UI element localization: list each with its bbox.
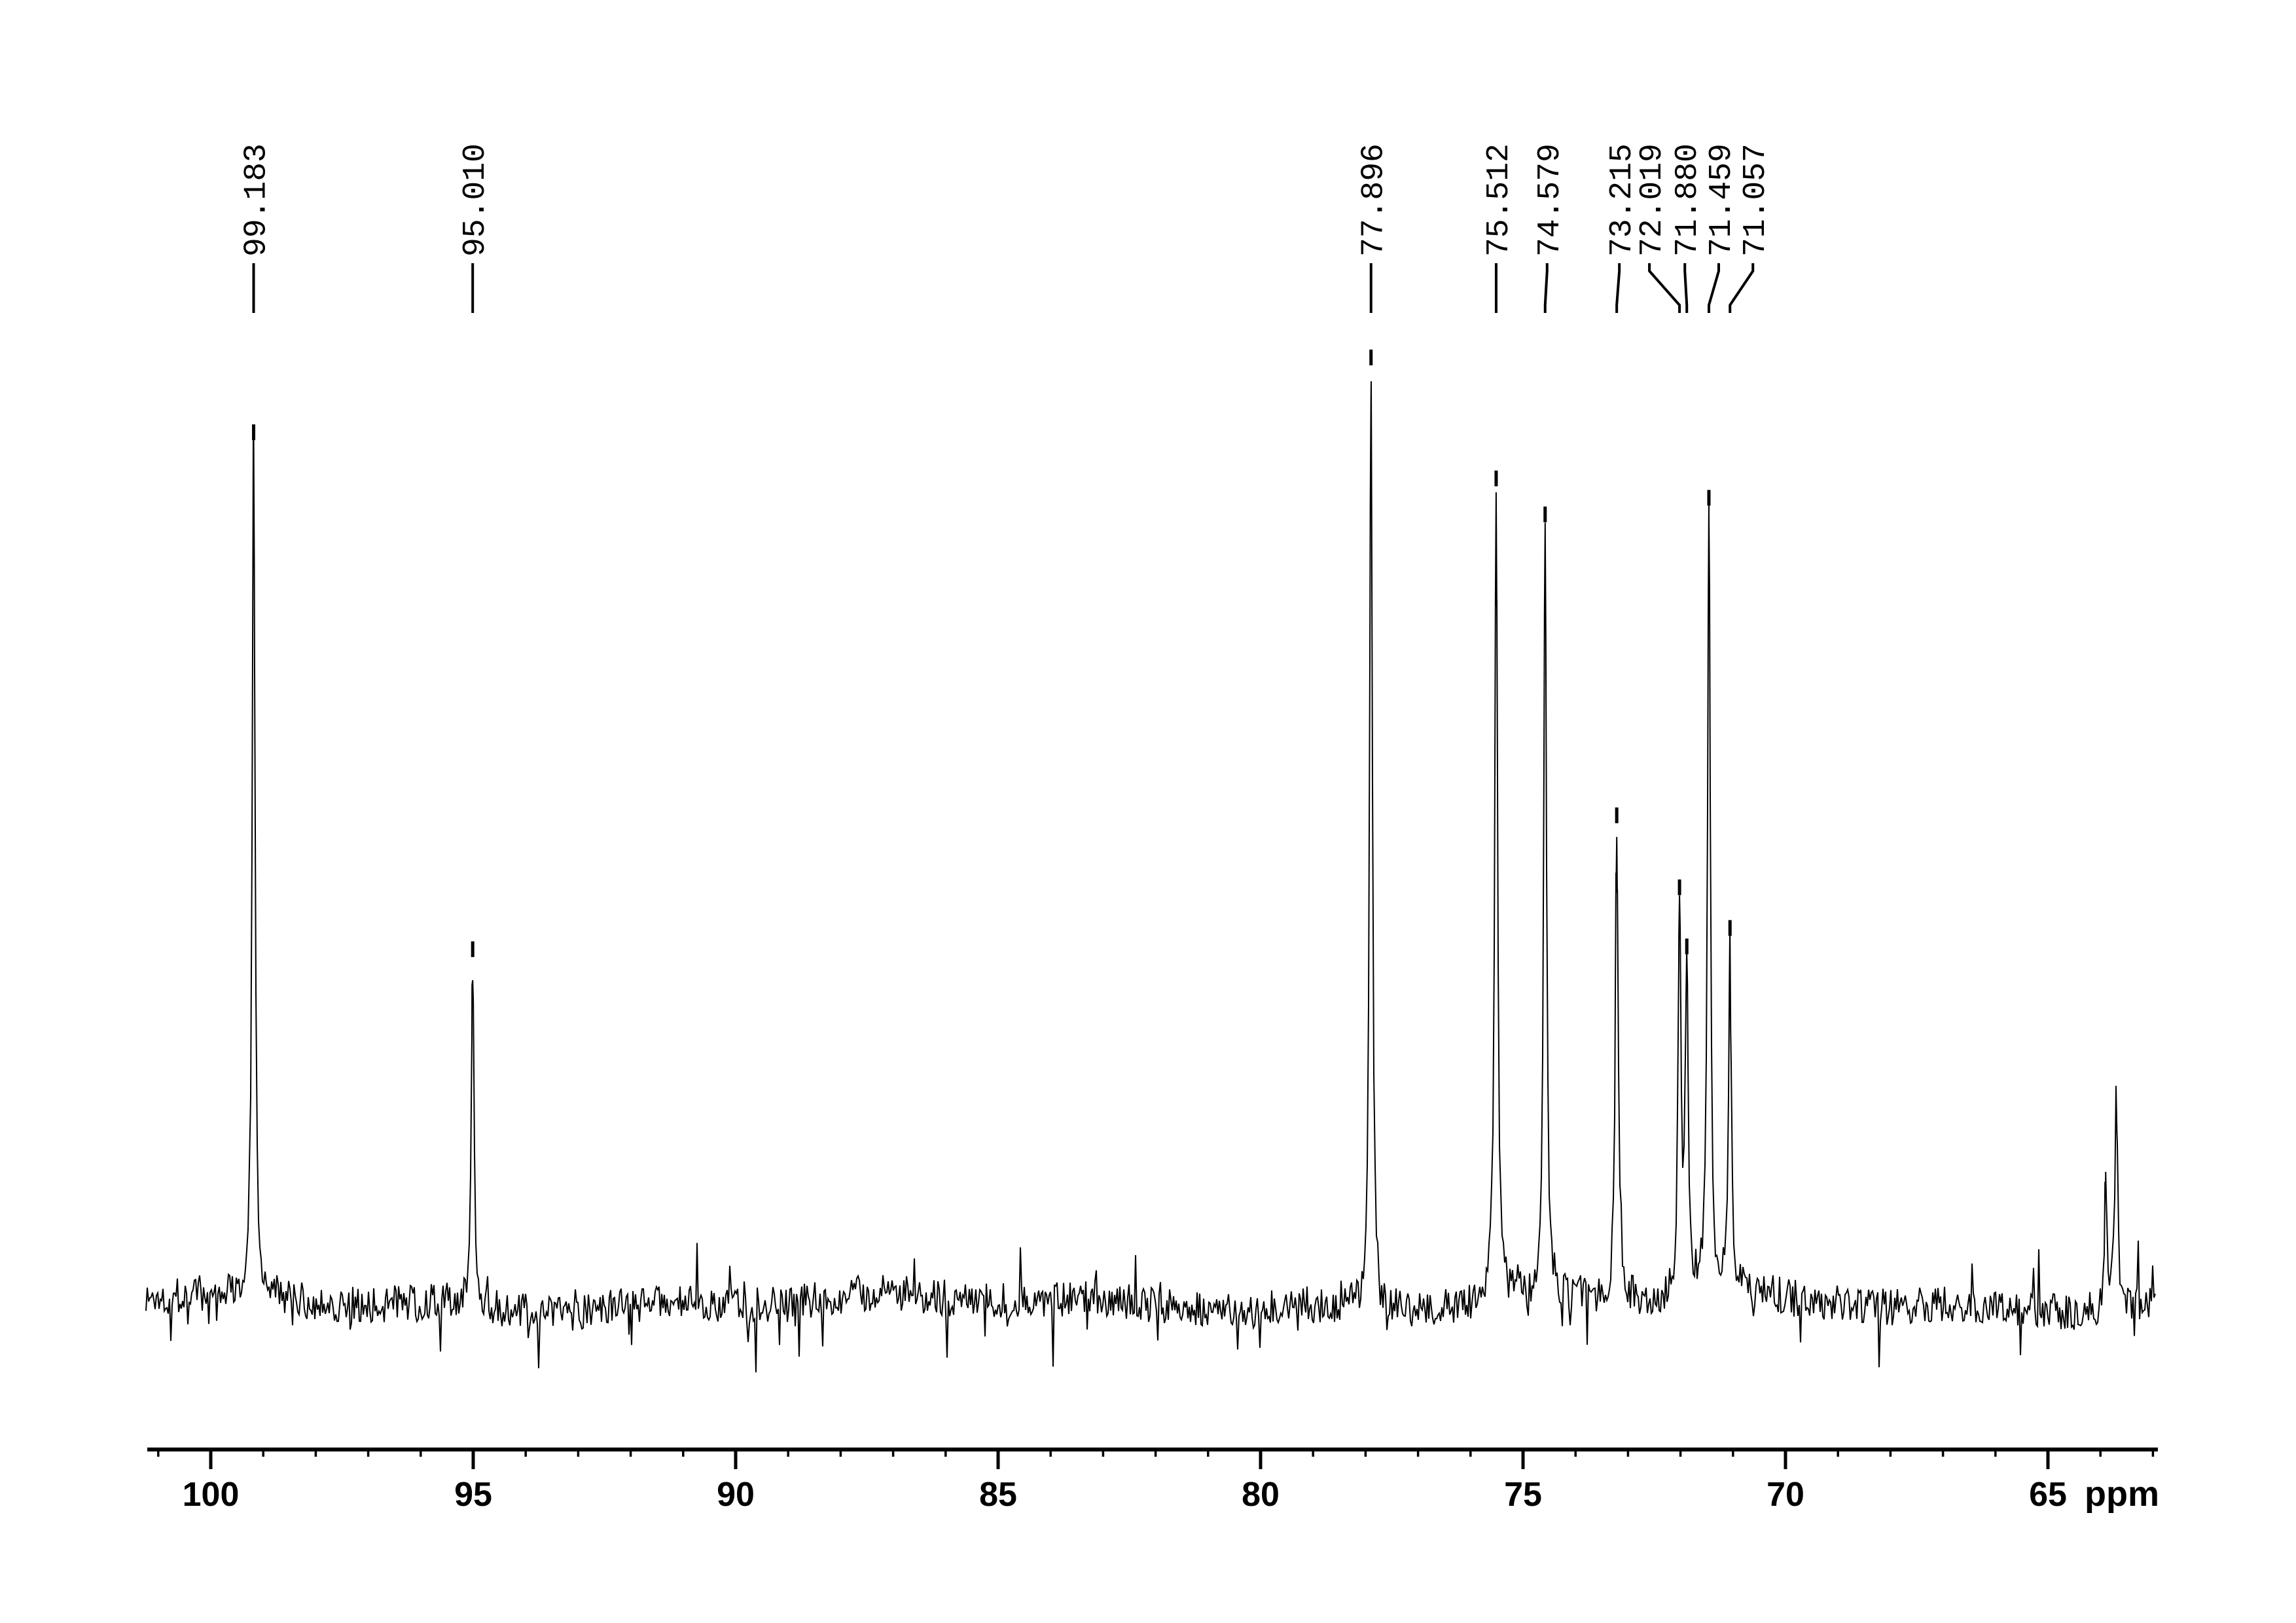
peak-label: 74.579 xyxy=(1533,143,1568,257)
x-axis-tick-label: 75 xyxy=(1504,1476,1542,1514)
x-axis-tick-label: 95 xyxy=(454,1476,492,1514)
peak-marker-tick xyxy=(1707,490,1711,506)
x-axis-major-tick xyxy=(209,1451,213,1469)
peak-label: 75.512 xyxy=(1482,143,1517,257)
peak-label: 77.896 xyxy=(1357,143,1392,257)
x-axis-major-tick xyxy=(996,1451,1000,1469)
x-axis-tick-label: 80 xyxy=(1242,1476,1280,1514)
x-axis-minor-tick xyxy=(2099,1451,2102,1457)
x-axis-minor-tick xyxy=(1312,1451,1314,1457)
x-axis-minor-tick xyxy=(1889,1451,1892,1457)
peak-marker-tick xyxy=(1543,506,1547,522)
x-axis-minor-tick xyxy=(1941,1451,1945,1457)
x-axis-tick-label: 100 xyxy=(183,1476,240,1514)
x-axis-minor-tick xyxy=(682,1451,685,1457)
peak-label-line xyxy=(1648,263,1681,313)
x-axis-tick-label: 90 xyxy=(717,1476,755,1514)
x-axis-minor-tick xyxy=(1416,1451,1420,1457)
peak-label: 71.459 xyxy=(1704,143,1740,257)
peak-label-line xyxy=(1543,263,1549,313)
spectrum-trace xyxy=(145,381,2156,1373)
x-axis-minor-tick xyxy=(1049,1451,1052,1457)
x-axis-minor-tick xyxy=(314,1451,317,1457)
x-axis-minor-tick xyxy=(839,1451,842,1457)
x-axis-minor-tick xyxy=(1207,1451,1210,1457)
x-axis-minor-tick xyxy=(787,1451,789,1457)
peak-marker-tick xyxy=(1677,879,1681,896)
x-axis-minor-tick xyxy=(1732,1451,1734,1457)
peak-label-line xyxy=(1615,263,1621,313)
x-axis-minor-tick xyxy=(1626,1451,1630,1457)
peak-label: 72.019 xyxy=(1635,143,1670,257)
peak-label-line xyxy=(1729,263,1755,313)
peak-marker-tick xyxy=(1728,920,1732,936)
x-axis-minor-tick xyxy=(1837,1451,1839,1457)
x-axis-minor-tick xyxy=(262,1451,264,1457)
x-axis-minor-tick xyxy=(891,1451,895,1457)
x-axis-major-tick xyxy=(734,1451,738,1469)
peak-label-line xyxy=(1683,263,1689,313)
peak-marker-tick xyxy=(252,424,256,441)
x-axis-major-tick xyxy=(471,1451,475,1469)
x-axis-minor-tick xyxy=(1994,1451,1997,1457)
peak-marker-tick xyxy=(1494,470,1498,486)
x-axis-minor-tick xyxy=(1364,1451,1367,1457)
x-axis-major-tick xyxy=(2046,1451,2050,1469)
x-axis-minor-tick xyxy=(629,1451,632,1457)
x-axis-minor-tick xyxy=(1469,1451,1472,1457)
x-axis-tick-label: 65 xyxy=(2029,1476,2067,1514)
x-axis-minor-tick xyxy=(1154,1451,1157,1457)
peak-label: 73.215 xyxy=(1605,143,1640,257)
x-axis-minor-tick xyxy=(577,1451,580,1457)
x-axis-minor-tick xyxy=(1574,1451,1577,1457)
peak-label: 71.880 xyxy=(1670,143,1706,257)
peak-label: 99.183 xyxy=(240,143,275,257)
x-axis-tick-label: 70 xyxy=(1767,1476,1804,1514)
peak-marker-tick xyxy=(1685,938,1689,955)
x-axis-minor-tick xyxy=(944,1451,947,1457)
x-axis-major-tick xyxy=(1259,1451,1263,1469)
peak-marker-tick xyxy=(1369,350,1373,365)
peak-label-line xyxy=(1707,263,1720,313)
peak-label: 71.057 xyxy=(1738,143,1774,257)
x-axis-minor-tick xyxy=(1679,1451,1682,1457)
peak-marker-tick xyxy=(471,941,475,957)
peak-marker-tick xyxy=(1615,807,1619,824)
x-axis-tick-label: 85 xyxy=(979,1476,1017,1514)
x-axis-minor-tick xyxy=(2151,1451,2155,1457)
x-axis-unit-label: ppm xyxy=(2085,1474,2159,1514)
x-axis-minor-tick xyxy=(524,1451,527,1457)
x-axis-minor-tick xyxy=(367,1451,370,1457)
x-axis-minor-tick xyxy=(1102,1451,1105,1457)
x-axis-line xyxy=(147,1448,2158,1451)
peak-label: 95.010 xyxy=(458,143,493,257)
x-axis-minor-tick xyxy=(420,1451,422,1457)
x-axis-major-tick xyxy=(1521,1451,1525,1469)
x-axis-major-tick xyxy=(1784,1451,1787,1469)
x-axis-minor-tick xyxy=(157,1451,160,1457)
